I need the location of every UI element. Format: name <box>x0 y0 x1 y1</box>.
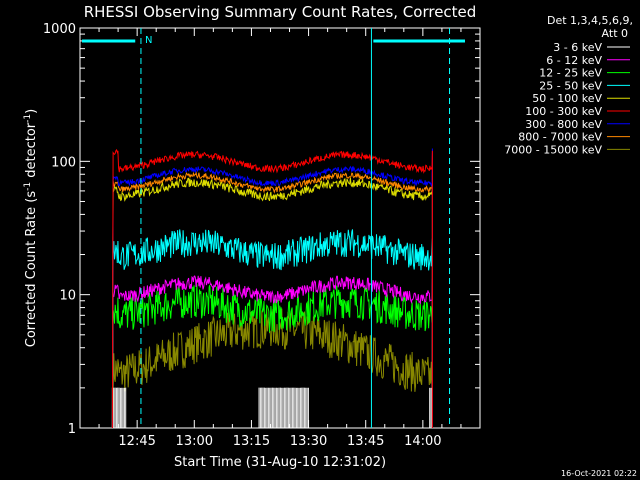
chart-title: RHESSI Observing Summary Count Rates, Co… <box>84 3 477 21</box>
y-label-part3: ) <box>24 109 39 114</box>
y-tick-label: 1000 <box>43 22 76 37</box>
x-tick-label: 13:00 <box>176 434 213 449</box>
series-line-6 - 12 keV <box>111 275 433 429</box>
x-axis-label: Start Time (31-Aug-10 12:31:02) <box>174 455 386 470</box>
x-tick-label: 12:45 <box>118 434 155 449</box>
legend-label-300 - 800 keV: 300 - 800 keV <box>525 118 602 131</box>
y-label-part1: Corrected Count Rate (s <box>24 191 39 348</box>
series-line-100 - 300 keV <box>111 148 433 429</box>
y-label-sup1: -1 <box>23 182 33 191</box>
detector-label-line1: Det 1,3,4,5,6,9, <box>547 14 633 27</box>
x-tick-label: 13:45 <box>347 434 384 449</box>
y-tick-label: 10 <box>59 289 76 304</box>
plot-frame <box>79 27 481 429</box>
y-axis-label: Corrected Count Rate (s-1 detector-1) <box>23 109 39 347</box>
legend-label-12 - 25 keV: 12 - 25 keV <box>539 67 602 80</box>
x-tick-label: 14:00 <box>404 434 441 449</box>
series-line-300 - 800 keV <box>111 148 433 429</box>
night-marker-label: N <box>145 35 152 46</box>
y-tick-label: 1 <box>68 422 76 437</box>
legend-label-25 - 50 keV: 25 - 50 keV <box>539 79 602 92</box>
series-line-50 - 100 keV <box>111 177 433 429</box>
markers: N <box>82 28 465 428</box>
detector-label-line2: Att 0 <box>602 27 628 40</box>
series-layer <box>111 148 433 429</box>
legend-label-7000 - 15000 keV: 7000 - 15000 keV <box>504 143 602 156</box>
y-label-part2: detector <box>24 122 39 182</box>
series-line-12 - 25 keV <box>111 284 433 429</box>
legend-label-100 - 300 keV: 100 - 300 keV <box>525 105 602 118</box>
legend-label-50 - 100 keV: 50 - 100 keV <box>532 92 602 105</box>
legend-label-3 - 6 keV: 3 - 6 keV <box>553 41 602 54</box>
legend-label-800 - 7000 keV: 800 - 7000 keV <box>518 131 602 144</box>
series-line-25 - 50 keV <box>111 229 433 429</box>
y-label-sup2: -1 <box>23 114 33 123</box>
legend-label-6 - 12 keV: 6 - 12 keV <box>546 54 602 67</box>
x-tick-label: 13:30 <box>290 434 327 449</box>
series-line-800 - 7000 keV <box>111 171 433 429</box>
timestamp: 16-Oct-2021 02:22 <box>561 469 637 478</box>
x-tick-label: 13:15 <box>233 434 270 449</box>
y-tick-label: 100 <box>51 155 76 170</box>
